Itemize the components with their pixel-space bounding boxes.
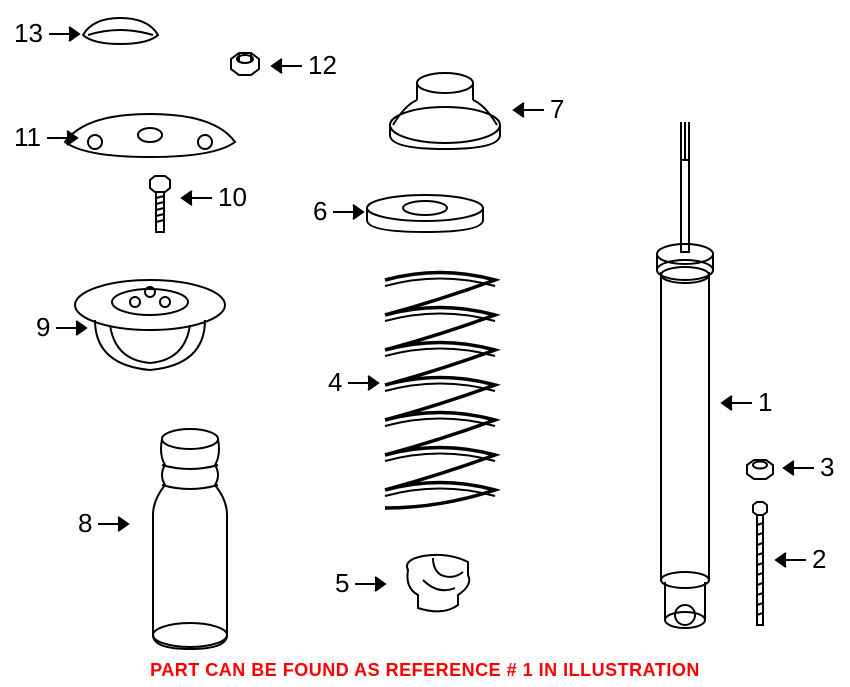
part-lower-nut bbox=[743, 457, 777, 483]
arrow-right-icon bbox=[47, 24, 83, 44]
arrow-left-icon bbox=[268, 56, 304, 76]
callout-text: 12 bbox=[308, 50, 337, 81]
callout-12: 12 bbox=[268, 50, 337, 81]
callout-4: 4 bbox=[328, 367, 382, 398]
part-upper-mount bbox=[65, 270, 235, 380]
part-coil-spring bbox=[365, 260, 515, 520]
callout-text: 13 bbox=[14, 18, 43, 49]
callout-10: 10 bbox=[178, 182, 247, 213]
arrow-right-icon bbox=[45, 128, 81, 148]
callout-6: 6 bbox=[313, 196, 367, 227]
callout-1: 1 bbox=[718, 387, 772, 418]
callout-7: 7 bbox=[510, 94, 564, 125]
arrow-left-icon bbox=[510, 100, 546, 120]
part-shock-absorber bbox=[645, 120, 725, 640]
callout-text: 6 bbox=[313, 196, 327, 227]
arrow-right-icon bbox=[346, 373, 382, 393]
callout-5: 5 bbox=[335, 568, 389, 599]
callout-8: 8 bbox=[78, 508, 132, 539]
part-bump-stop-cover bbox=[135, 425, 245, 655]
part-cap bbox=[78, 10, 163, 50]
callout-2: 2 bbox=[772, 544, 826, 575]
part-mount-bolt bbox=[145, 174, 175, 236]
arrow-left-icon bbox=[178, 188, 214, 208]
arrow-right-icon bbox=[54, 318, 90, 338]
callout-text: 10 bbox=[218, 182, 247, 213]
part-upper-cup bbox=[375, 65, 515, 155]
arrow-right-icon bbox=[353, 574, 389, 594]
arrow-left-icon bbox=[780, 458, 816, 478]
callout-11: 11 bbox=[14, 122, 81, 153]
callout-text: 4 bbox=[328, 367, 342, 398]
part-upper-pad bbox=[360, 192, 490, 237]
arrow-right-icon bbox=[96, 514, 132, 534]
callout-text: 1 bbox=[758, 387, 772, 418]
callout-text: 3 bbox=[820, 452, 834, 483]
footer-note: PART CAN BE FOUND AS REFERENCE # 1 IN IL… bbox=[0, 660, 850, 681]
callout-text: 8 bbox=[78, 508, 92, 539]
callout-text: 11 bbox=[14, 122, 41, 153]
arrow-right-icon bbox=[331, 202, 367, 222]
callout-text: 5 bbox=[335, 568, 349, 599]
part-mount-plate bbox=[55, 102, 245, 167]
callout-9: 9 bbox=[36, 312, 90, 343]
callout-text: 2 bbox=[812, 544, 826, 575]
callout-3: 3 bbox=[780, 452, 834, 483]
callout-13: 13 bbox=[14, 18, 83, 49]
part-lower-bolt bbox=[750, 500, 770, 630]
callout-text: 9 bbox=[36, 312, 50, 343]
part-lower-seat bbox=[393, 550, 488, 620]
arrow-left-icon bbox=[772, 550, 808, 570]
part-top-nut bbox=[225, 49, 265, 81]
arrow-left-icon bbox=[718, 393, 754, 413]
callout-text: 7 bbox=[550, 94, 564, 125]
